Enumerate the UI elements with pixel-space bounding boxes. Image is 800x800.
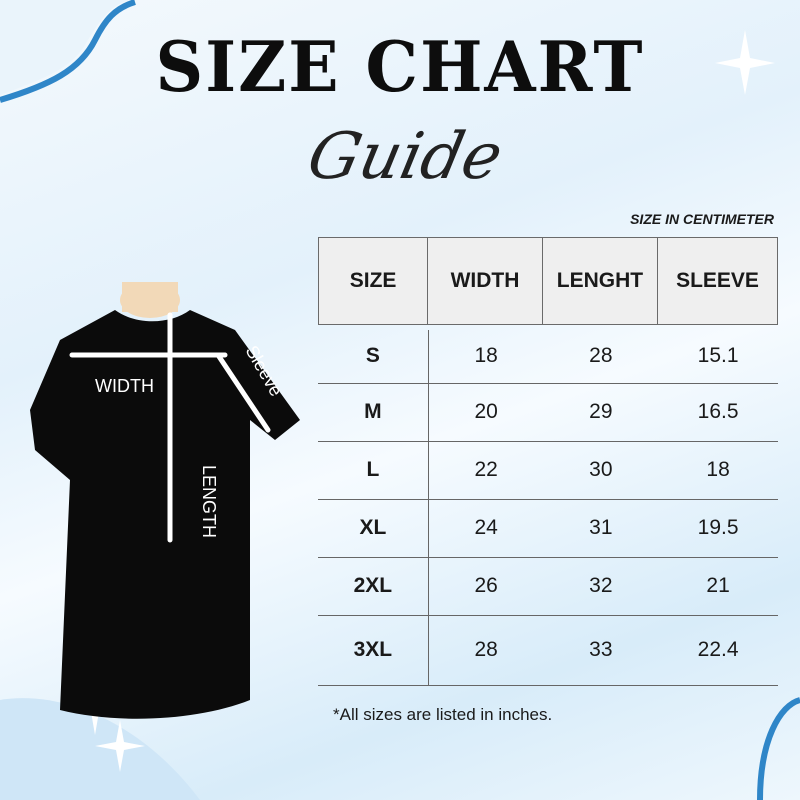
cell-width: 20 [428, 383, 544, 442]
cell-sleeve: 22.4 [658, 615, 778, 686]
wave-top-left [0, 0, 130, 95]
table-row: L 22 30 18 [318, 441, 778, 500]
size-table-header: SIZE WIDTH LENGHT SLEEVE [318, 237, 778, 325]
header-width: WIDTH [427, 237, 543, 325]
sparkle-icon [715, 30, 775, 95]
table-row: 2XL 26 32 21 [318, 557, 778, 616]
cell-length: 30 [543, 441, 659, 500]
sleeve-arrow [215, 352, 271, 433]
table-row: 3XL 28 33 22.4 [318, 615, 778, 686]
cell-width: 28 [428, 615, 544, 686]
cell-width: 26 [428, 557, 544, 616]
cell-sleeve: 15.1 [658, 330, 778, 384]
header-length: LENGHT [541, 237, 658, 325]
header-size: SIZE [349, 269, 397, 292]
table-row: S 18 28 15.1 [318, 330, 778, 384]
wave-line-top-left [0, 0, 136, 103]
tshirt-illustration: WIDTH LENGTH Sleeve [30, 282, 300, 719]
tshirt-body [30, 310, 300, 719]
cell-sleeve: 16.5 [658, 383, 778, 442]
cell-length: 32 [543, 557, 659, 616]
cell-size: XL [318, 499, 429, 558]
cell-sleeve: 19.5 [658, 499, 778, 558]
width-label: WIDTH [95, 376, 154, 396]
cell-size: L [318, 441, 429, 500]
cell-length: 33 [543, 615, 659, 686]
cell-width: 24 [428, 499, 544, 558]
cell-length: 28 [543, 330, 659, 384]
page-title: SIZE CHART [155, 26, 645, 108]
cell-length: 31 [543, 499, 659, 558]
cell-size: 2XL [318, 557, 429, 616]
cell-size: S [318, 330, 429, 384]
cell-width: 18 [428, 330, 544, 384]
wave-bottom-left [0, 698, 200, 800]
table-row: M 20 29 16.5 [318, 383, 778, 442]
cell-sleeve: 21 [658, 557, 778, 616]
length-label: LENGTH [199, 465, 219, 538]
cell-sleeve: 18 [658, 441, 778, 500]
cell-size: M [318, 383, 429, 442]
size-table: S 18 28 15.1 M 20 29 16.5 L 22 30 18 XL 24 31 19.5 2XL 26… [318, 330, 778, 686]
cell-size: 3XL [318, 615, 429, 686]
page-subtitle: Guide [301, 120, 509, 194]
cell-length: 29 [543, 383, 659, 442]
unit-note: SIZE IN CENTIMETER [630, 211, 774, 227]
sparkle-icon [95, 720, 145, 772]
table-row: XL 24 31 19.5 [318, 499, 778, 558]
footnote: *All sizes are listed in inches. [333, 705, 553, 724]
cell-width: 22 [428, 441, 544, 500]
wave-line-bottom-right [757, 697, 800, 800]
header-sleeve: SLEEVE [657, 237, 778, 325]
